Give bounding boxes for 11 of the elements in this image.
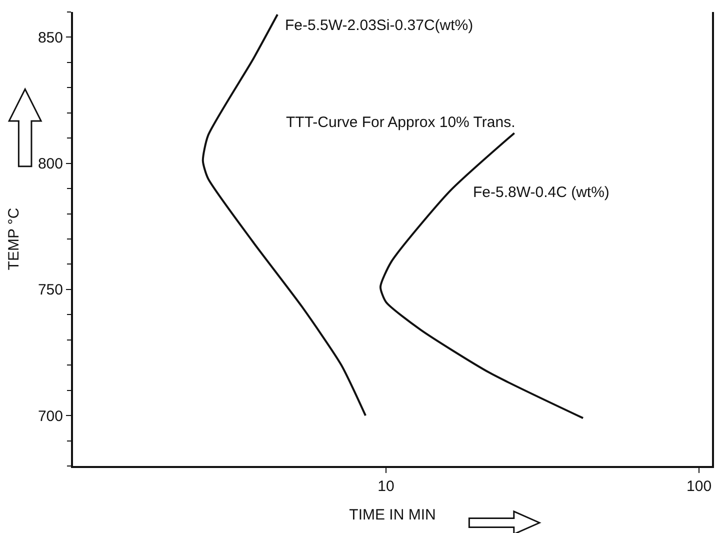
y-tick-label: 750 (38, 282, 63, 299)
x-tick-label: 10 (378, 478, 394, 495)
series-label: Fe-5.5W-2.03Si-0.37C(wt%) (285, 17, 474, 34)
y-tick-label: 850 (38, 29, 63, 46)
y-tick-label: 800 (38, 156, 63, 173)
annotation: TTT-Curve For Approx 10% Trans. (286, 114, 516, 131)
x-tick-label: 100 (686, 478, 712, 495)
series-label: Fe-5.8W-0.4C (wt%) (473, 184, 610, 201)
y-axis-title: TEMP °C (6, 208, 23, 270)
y-tick-label: 700 (38, 408, 63, 425)
x-axis-title: TIME IN MIN (349, 506, 436, 524)
